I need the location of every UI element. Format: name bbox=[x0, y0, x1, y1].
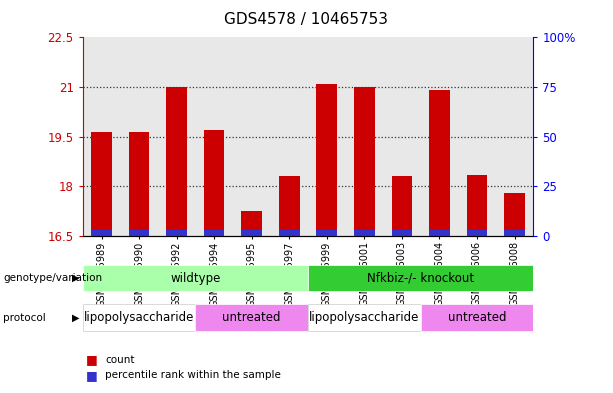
Bar bbox=[279, 230, 300, 236]
Bar bbox=[354, 87, 375, 236]
Bar bbox=[496, 37, 533, 236]
Text: untreated: untreated bbox=[223, 311, 281, 324]
Text: GDS4578 / 10465753: GDS4578 / 10465753 bbox=[224, 12, 389, 27]
Bar bbox=[308, 37, 346, 236]
Text: ■: ■ bbox=[86, 353, 97, 366]
Bar bbox=[346, 37, 383, 236]
Text: ▶: ▶ bbox=[72, 312, 80, 323]
Bar bbox=[196, 304, 308, 331]
Bar bbox=[429, 90, 450, 236]
Bar bbox=[429, 230, 450, 236]
Text: ■: ■ bbox=[86, 369, 97, 382]
Bar bbox=[308, 304, 421, 331]
Bar bbox=[458, 37, 496, 236]
Bar bbox=[166, 87, 187, 236]
Text: lipopolysaccharide: lipopolysaccharide bbox=[309, 311, 419, 324]
Bar bbox=[383, 37, 421, 236]
Text: genotype/variation: genotype/variation bbox=[3, 273, 102, 283]
Bar bbox=[354, 230, 375, 236]
Text: protocol: protocol bbox=[3, 312, 46, 323]
Text: wildtype: wildtype bbox=[170, 272, 221, 285]
Bar bbox=[392, 176, 412, 236]
Bar bbox=[204, 130, 224, 236]
Bar bbox=[270, 37, 308, 236]
Text: count: count bbox=[105, 354, 135, 365]
Bar bbox=[504, 193, 525, 236]
Text: ▶: ▶ bbox=[72, 273, 80, 283]
Bar bbox=[166, 230, 187, 236]
Bar bbox=[316, 84, 337, 236]
Bar bbox=[91, 132, 112, 236]
Text: percentile rank within the sample: percentile rank within the sample bbox=[105, 370, 281, 380]
Bar bbox=[233, 37, 270, 236]
Bar bbox=[83, 37, 120, 236]
Bar bbox=[196, 37, 233, 236]
Bar bbox=[421, 304, 533, 331]
Bar bbox=[83, 265, 308, 291]
Bar bbox=[242, 211, 262, 236]
Bar bbox=[158, 37, 196, 236]
Bar bbox=[392, 230, 412, 236]
Bar bbox=[316, 230, 337, 236]
Bar bbox=[279, 176, 300, 236]
Bar bbox=[83, 304, 196, 331]
Bar bbox=[308, 265, 533, 291]
Bar bbox=[129, 132, 150, 236]
Bar bbox=[504, 230, 525, 236]
Bar bbox=[466, 230, 487, 236]
Bar bbox=[466, 174, 487, 236]
Bar bbox=[129, 230, 150, 236]
Bar bbox=[242, 230, 262, 236]
Bar bbox=[204, 230, 224, 236]
Text: untreated: untreated bbox=[447, 311, 506, 324]
Bar bbox=[120, 37, 158, 236]
Text: lipopolysaccharide: lipopolysaccharide bbox=[84, 311, 194, 324]
Text: Nfkbiz-/- knockout: Nfkbiz-/- knockout bbox=[367, 272, 474, 285]
Bar bbox=[421, 37, 458, 236]
Bar bbox=[91, 230, 112, 236]
